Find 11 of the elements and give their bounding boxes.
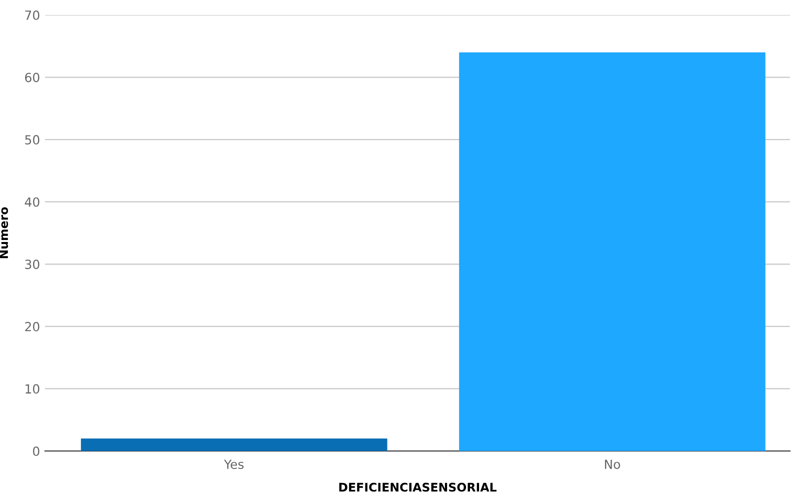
y-tick-label: 20 bbox=[25, 322, 40, 332]
y-tick-label: 30 bbox=[25, 260, 40, 270]
y-tick-label: 40 bbox=[24, 197, 40, 207]
y-tick-label: 0 bbox=[33, 446, 40, 456]
x-tick-label: Yes bbox=[224, 460, 244, 470]
y-tick-label: 10 bbox=[26, 384, 40, 394]
x-tick-label: No bbox=[604, 460, 620, 470]
y-tick-label: 50 bbox=[25, 135, 40, 144]
y-tick-label: 60 bbox=[25, 72, 40, 82]
y-tick-label: 70 bbox=[25, 10, 40, 20]
x-axis-title: DEFICIENCIASENSORIAL bbox=[339, 482, 496, 492]
